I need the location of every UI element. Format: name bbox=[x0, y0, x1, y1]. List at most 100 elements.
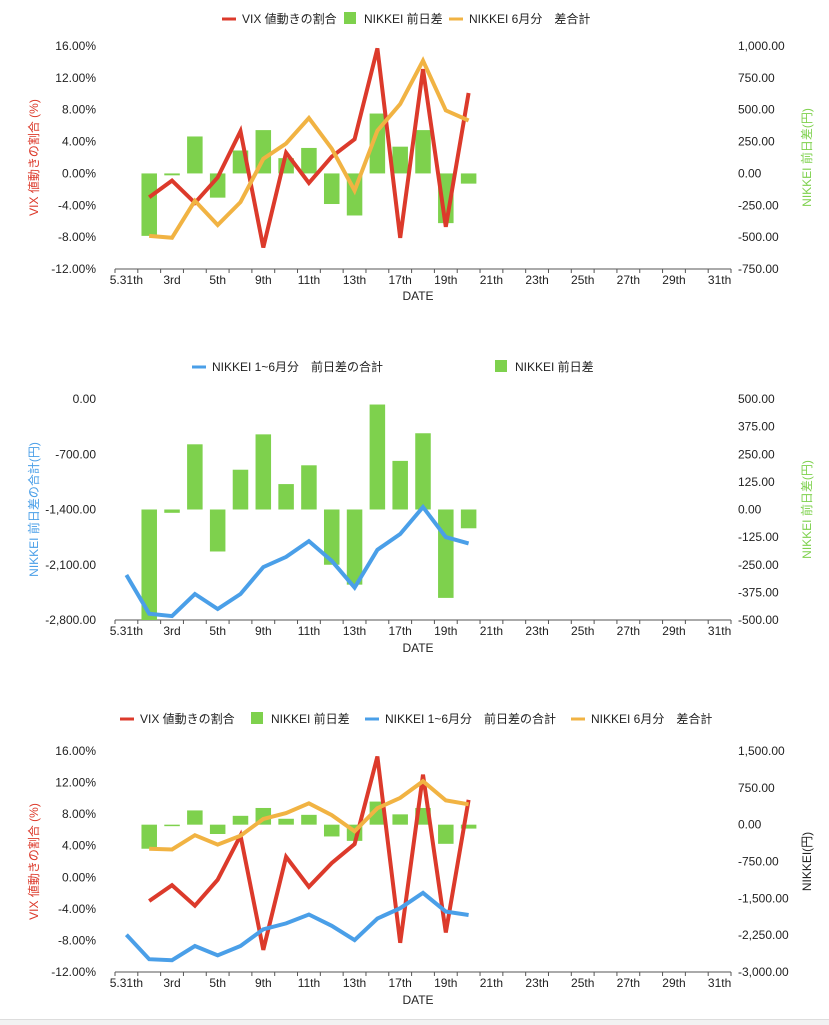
y-right-tick-label: 250.00 bbox=[738, 135, 775, 149]
y-left-tick-label: -2,800.00 bbox=[45, 613, 96, 627]
x-tick-label: 13th bbox=[343, 273, 366, 287]
y-left-tick-label: 8.00% bbox=[62, 103, 96, 117]
x-tick-label: 27th bbox=[617, 976, 640, 990]
y-right-tick-label: -3,000.00 bbox=[738, 965, 789, 979]
x-tick-label: 9th bbox=[255, 976, 272, 990]
legend-label: NIKKEI 前日差 bbox=[515, 359, 594, 374]
y-right-tick-label: 250.00 bbox=[738, 447, 775, 461]
x-tick-label: 5th bbox=[209, 273, 226, 287]
legend-label: NIKKEI 1~6月分 前日差の合計 bbox=[212, 359, 383, 374]
bar bbox=[164, 824, 180, 827]
x-tick-label: 11th bbox=[298, 273, 320, 287]
x-axis-title: DATE bbox=[402, 641, 433, 655]
bar bbox=[323, 173, 340, 205]
y-left-axis-title: VIX 値動きの割合 (%) bbox=[26, 99, 41, 216]
x-axis-title: DATE bbox=[402, 993, 433, 1007]
bar bbox=[187, 444, 203, 510]
bar bbox=[301, 465, 317, 510]
y-right-tick-label: 500.00 bbox=[738, 392, 775, 406]
series-line bbox=[149, 56, 470, 240]
y-left-tick-label: -8.00% bbox=[58, 230, 96, 244]
x-tick-label: 19th bbox=[434, 976, 457, 990]
x-tick-label: 11th bbox=[298, 976, 320, 990]
y-left-tick-label: -12.00% bbox=[51, 965, 96, 979]
x-tick-label: 17th bbox=[389, 624, 412, 638]
y-right-tick-label: -250.00 bbox=[738, 558, 779, 572]
x-tick-label: 19th bbox=[434, 624, 457, 638]
y-left-tick-label: -12.00% bbox=[51, 262, 96, 276]
y-left-tick-label: 0.00 bbox=[73, 392, 97, 406]
y-right-axis-title: NIKKEI(円) bbox=[800, 832, 814, 891]
y-left-tick-label: -8.00% bbox=[58, 933, 96, 947]
legend-swatch-bar bbox=[251, 712, 263, 724]
x-tick-label: 27th bbox=[617, 624, 640, 638]
x-tick-label: 23th bbox=[525, 273, 548, 287]
bar bbox=[460, 824, 477, 829]
y-left-tick-label: -2,100.00 bbox=[45, 558, 96, 572]
series-line bbox=[149, 778, 469, 852]
bar bbox=[209, 509, 226, 552]
bar bbox=[301, 147, 317, 174]
y-right-tick-label: -2,250.00 bbox=[738, 928, 789, 942]
y-right-tick-label: 750.00 bbox=[738, 71, 775, 85]
x-tick-label: 5.31th bbox=[110, 976, 143, 990]
bar bbox=[278, 818, 294, 825]
bar bbox=[369, 404, 386, 510]
legend-label: NIKKEI 前日差 bbox=[364, 11, 443, 26]
y-right-axis-title: NIKKEI 前日差(円) bbox=[799, 108, 814, 207]
bar bbox=[164, 173, 180, 176]
y-left-tick-label: 0.00% bbox=[62, 870, 96, 884]
series-line bbox=[124, 890, 469, 963]
bar bbox=[187, 136, 203, 174]
legend-label: VIX 値動きの割合 bbox=[242, 11, 337, 26]
legend-label: NIKKEI 6月分 差合計 bbox=[591, 711, 712, 726]
x-tick-label: 11th bbox=[298, 624, 320, 638]
y-left-tick-label: 12.00% bbox=[55, 776, 96, 790]
x-tick-label: 5th bbox=[209, 624, 226, 638]
x-tick-label: 31th bbox=[708, 273, 731, 287]
bar bbox=[232, 815, 249, 825]
bar bbox=[164, 509, 180, 513]
x-tick-label: 29th bbox=[662, 624, 685, 638]
x-tick-label: 9th bbox=[255, 273, 272, 287]
y-right-tick-label: 500.00 bbox=[738, 103, 775, 117]
y-right-axis-title: NIKKEI 前日差(円) bbox=[799, 460, 814, 559]
bar bbox=[460, 509, 477, 529]
y-right-tick-label: -750.00 bbox=[738, 262, 779, 276]
x-axis-title: DATE bbox=[402, 289, 433, 303]
x-tick-label: 5.31th bbox=[110, 624, 143, 638]
legend-label: VIX 値動きの割合 bbox=[140, 711, 235, 726]
x-tick-label: 17th bbox=[389, 976, 412, 990]
bar bbox=[232, 469, 249, 510]
x-tick-label: 25th bbox=[571, 273, 594, 287]
bar bbox=[255, 434, 272, 510]
bar bbox=[346, 509, 363, 585]
x-tick-label: 5.31th bbox=[110, 273, 143, 287]
y-left-tick-label: -1,400.00 bbox=[45, 503, 96, 517]
bar bbox=[141, 173, 157, 236]
y-left-tick-label: -4.00% bbox=[58, 198, 96, 212]
x-tick-label: 21th bbox=[480, 624, 503, 638]
bar bbox=[438, 824, 454, 844]
bar bbox=[187, 810, 203, 825]
y-right-tick-label: -125.00 bbox=[738, 530, 779, 544]
x-tick-label: 21th bbox=[480, 976, 503, 990]
legend-swatch-bar bbox=[495, 360, 507, 372]
bar bbox=[460, 173, 477, 184]
x-tick-label: 23th bbox=[525, 624, 548, 638]
x-tick-label: 29th bbox=[662, 976, 685, 990]
x-tick-label: 9th bbox=[255, 624, 272, 638]
y-right-tick-label: 0.00 bbox=[738, 818, 762, 832]
y-right-tick-label: -500.00 bbox=[738, 230, 779, 244]
y-right-tick-label: -250.00 bbox=[738, 198, 779, 212]
bar bbox=[323, 824, 340, 837]
x-tick-label: 13th bbox=[343, 976, 366, 990]
x-tick-label: 31th bbox=[708, 976, 731, 990]
y-left-axis-title: NIKKEI 前日差の合計(円) bbox=[26, 442, 41, 577]
chart-3: VIX 値動きの割合 NIKKEI 前日差 NIKKEI 1~6月分 前日差の合計 N… bbox=[26, 711, 814, 1007]
x-tick-label: 17th bbox=[389, 273, 412, 287]
chart-2: NIKKEI 1~6月分 前日差の合計 NIKKEI 前日差 0.00 -700.00… bbox=[26, 359, 814, 655]
x-tick-label: 23th bbox=[525, 976, 548, 990]
x-tick-label: 13th bbox=[343, 624, 366, 638]
